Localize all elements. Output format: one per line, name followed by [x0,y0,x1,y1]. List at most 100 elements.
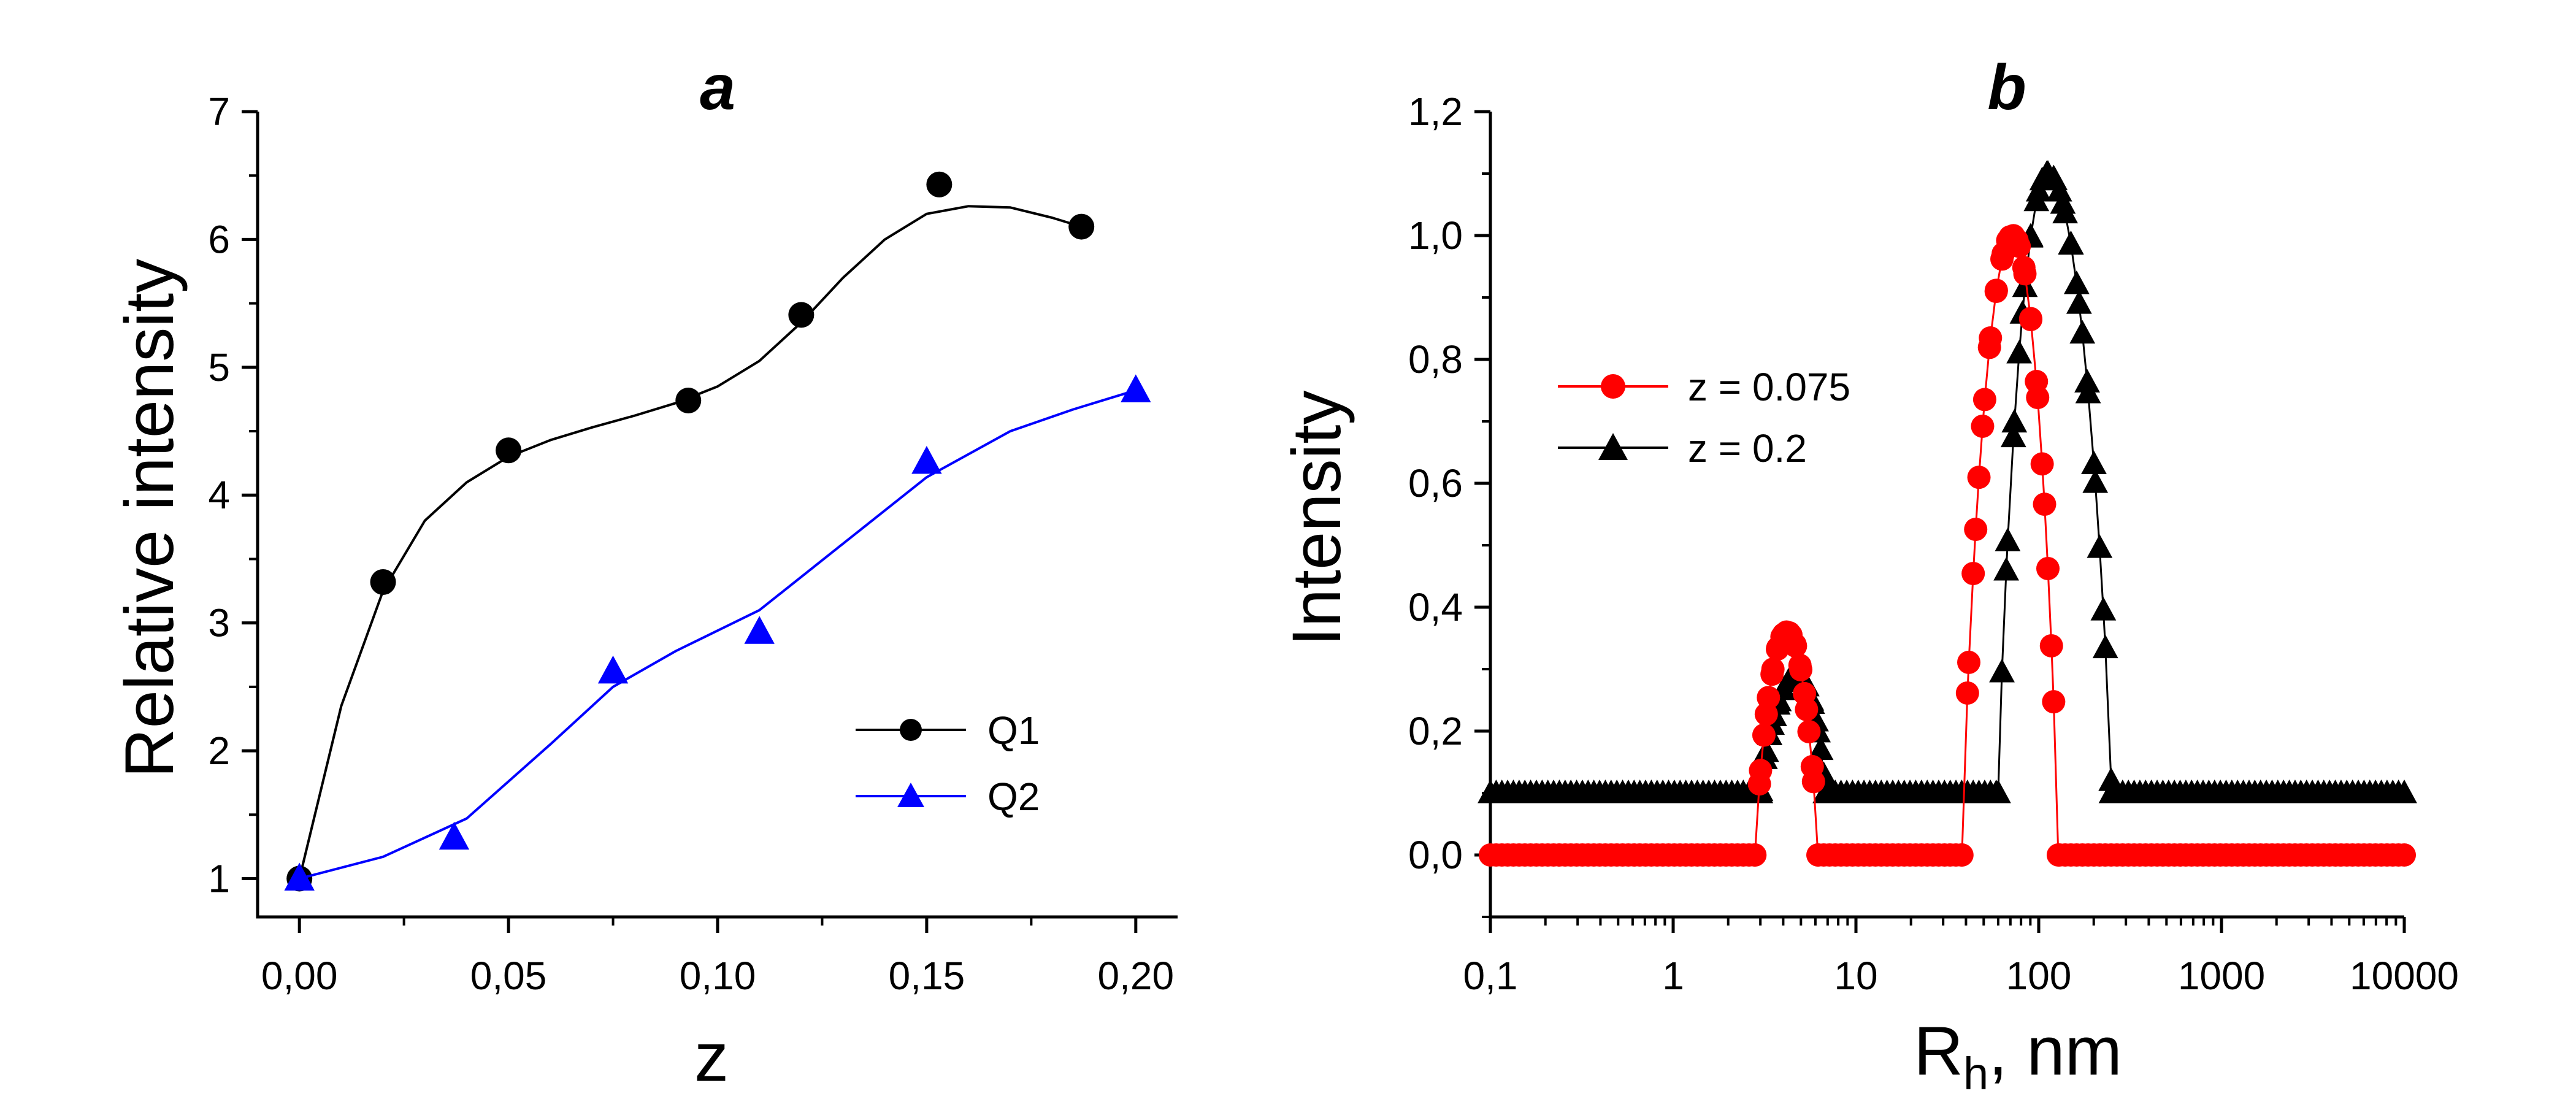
panel-a-point-q1 [675,388,702,414]
panel-a-ytick-label: 5 [208,345,230,389]
panel-b-point-series-0 [1961,562,1985,586]
panel-a-xtick-label: 0,10 [680,954,756,998]
panel-b-point-series-1 [2052,199,2079,224]
panel-a-ytick-label: 7 [208,90,230,134]
panel-b-xlabel-sub: h [1963,1048,1988,1099]
panel-b-ylabel: Intensity [1278,390,1355,646]
panel-b-ytick-label: 0,0 [1408,833,1463,877]
panel-a-ytick-label: 1 [208,856,230,900]
panel-b-point-series-0 [1801,770,1825,794]
panel-b-point-series-0 [1761,657,1785,681]
panel-b-point-series-0 [2042,690,2066,714]
panel-b-point-series-0 [2026,386,2050,410]
legend-q1-label: Q1 [987,708,1040,753]
panel-b-point-series-1 [1985,780,2011,803]
panel-b-line-0 [1490,234,2404,856]
panel-a-axes [256,112,1178,919]
panel-b-point-series-0 [1749,759,1773,783]
panel-b-point-series-0 [1757,686,1781,710]
panel-a-xtick-label: 0,20 [1098,954,1175,998]
panel-b-ytick-label: 1,2 [1408,90,1463,134]
panel-b-point-series-0 [1971,414,1995,438]
panel-a-xtick-label: 0,05 [470,954,547,998]
panel-a-ytick-label: 2 [208,729,230,773]
panel-b-point-series-0 [1957,650,1981,674]
panel-a-point-q1 [788,302,815,328]
panel-b-ytick-label: 0,2 [1408,709,1463,753]
panel-b-xlabel-main: R [1914,1013,1963,1089]
panel-a-xtick-label: 0,00 [261,954,338,998]
panel-a-ytick-label: 4 [208,473,230,517]
legend-q2-label: Q2 [987,775,1040,819]
panel-b-xtick-label: 100 [2006,954,2072,998]
panel-a-fit-q1 [298,205,1082,879]
panel-b-ytick-label: 0,4 [1408,585,1463,629]
panel-b-point-series-0 [2039,634,2063,657]
legend-q1-marker [900,719,922,741]
panel-b-point-series-0 [2033,493,2057,516]
panel-a-xlabel: z [694,1019,729,1095]
panel-b-point-series-1 [2000,423,2026,448]
panel-b-point-series-1 [2075,380,2101,404]
panel-a-legend: Q1 Q2 [856,708,1040,819]
panel-a-point-q2 [744,616,775,644]
panel-b-point-series-1 [2006,340,2033,364]
panel-b-xlabel: Rh, nm [1914,1013,2122,1099]
panel-b-point-series-1 [1753,738,1779,762]
panel-b-point-series-0 [2013,262,2037,286]
panel-b-point-series-0 [2393,843,2416,867]
panel-b-point-series-1 [1989,659,2015,683]
panel-b-point-series-1 [2074,369,2100,393]
panel-b-point-series-1 [2081,450,2107,475]
panel-b-plot-area: 0,1 1 10 100 1000 10000 0,0 0,2 0,4 0,6 0,8 1,0 1,2 [1408,90,2459,998]
panel-a-ylabel: Relative intensity [111,259,188,778]
panel-a-xtick-label: 0,15 [889,954,965,998]
panel-b-point-series-0 [1789,657,1813,681]
panel-b-point-series-1 [2090,597,2117,621]
panel-b-point-series-0 [1752,723,1776,747]
panel-b-point-series-0 [2007,234,2031,258]
panel-b-point-series-1 [1807,736,1834,761]
panel-b-point-series-1 [2092,634,2118,659]
panel-b-xlabel-suffix: , nm [1988,1013,2122,1089]
panel-b-line-1 [1490,172,2404,794]
panel-b-point-series-1 [2001,408,2028,433]
panel-b-point-series-1 [2066,290,2092,314]
panel-b-ytick-label: 1,0 [1408,213,1463,258]
panel-a-plot-area: 0,00 0,05 0,10 0,15 0,20 1 2 3 4 5 6 7 [208,90,1178,998]
panel-a-point-q2 [911,446,942,474]
panel-b-point-series-0 [1797,719,1821,743]
panel-b-xtick-label: 10 [1834,954,1877,998]
panel-b-point-series-0 [1964,518,1988,542]
panel-b-point-series-0 [1967,466,1991,489]
panel-a: a 0,00 0,05 0,10 0,15 0,20 1 2 3 4 5 6 7 z Relative… [111,52,1178,1095]
panel-b-point-series-0 [1950,843,1974,867]
panel-b-point-series-1 [2058,231,2084,255]
panel-a-point-q1 [370,569,396,595]
panel-a-point-q2 [439,821,470,850]
panel-a-point-q2 [284,862,315,891]
panel-b-point-series-0 [1984,278,2008,302]
panel-b-ytick-label: 0,8 [1408,337,1463,381]
panel-b-point-series-0 [2036,556,2060,580]
legend-z02-label: z = 0.2 [1688,426,1807,470]
panel-b-point-series-1 [1995,527,2021,551]
legend-z02-marker [1598,433,1628,460]
panel-b-point-series-0 [1743,843,1767,867]
panel-a-point-q2 [1121,374,1151,402]
panel-b-point-series-0 [2030,452,2054,476]
panel-a-ytick-label: 6 [208,217,230,261]
panel-b-point-series-0 [1784,634,1807,658]
panel-b-ytick-label: 0,6 [1408,461,1463,505]
panel-a-ytick-label: 3 [208,601,230,645]
panel-b-point-series-0 [2019,307,2043,331]
panel-a-point-q1 [1068,213,1095,240]
panel-b-xtick-label: 1 [1662,954,1684,998]
panel-b-xtick-label: 1000 [2178,954,2265,998]
panel-b-title: b [1987,52,2026,123]
panel-b-point-series-1 [2063,270,2090,294]
panel-b-legend: z = 0.075 z = 0.2 [1558,365,1850,470]
legend-z0075-label: z = 0.075 [1688,365,1850,409]
legend-z0075-marker [1601,374,1625,399]
panel-b-point-series-1 [2391,780,2417,803]
